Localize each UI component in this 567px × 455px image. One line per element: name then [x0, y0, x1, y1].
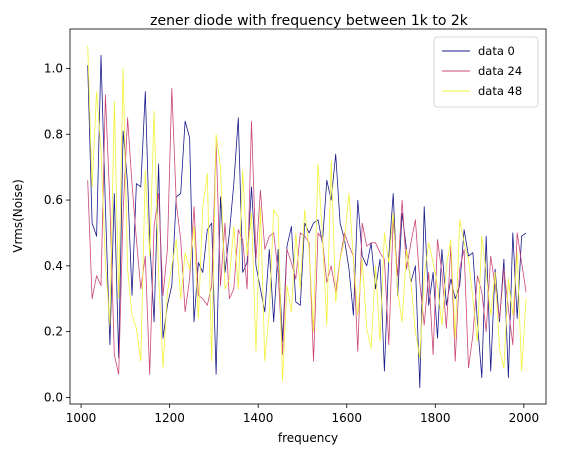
legend-label: data 0 [478, 44, 515, 58]
series-line-2 [87, 45, 527, 382]
x-tick-label: 1400 [243, 411, 274, 425]
legend-box [433, 36, 539, 108]
y-tick-label: 0.2 [44, 325, 63, 339]
y-axis: 0.0 0.2 0.4 0.6 0.8 1.0 [44, 61, 70, 404]
legend: data 0 data 24 data 48 [433, 36, 539, 108]
y-axis-label: Vrms(Noise) [11, 179, 25, 253]
y-tick-label: 0.8 [44, 127, 63, 141]
x-tick-label: 2000 [509, 411, 540, 425]
x-tick-label: 1200 [154, 411, 185, 425]
x-axis-label: frequency [278, 431, 338, 445]
y-tick-label: 0.0 [44, 390, 63, 404]
legend-label: data 48 [478, 84, 522, 98]
y-tick-label: 0.6 [44, 193, 63, 207]
y-tick-label: 0.4 [44, 259, 63, 273]
chart-title: zener diode with frequency between 1k to… [150, 13, 469, 29]
legend-label: data 24 [478, 64, 522, 78]
x-tick-label: 1800 [420, 411, 451, 425]
x-tick-label: 1600 [331, 411, 362, 425]
plot-frame [69, 28, 547, 405]
series-layer [87, 45, 527, 389]
y-tick-label: 1.0 [44, 61, 63, 75]
x-axis: 1000 1200 1400 1600 1800 2000 [66, 404, 539, 425]
series-line-1 [87, 87, 527, 375]
x-tick-label: 1000 [66, 411, 97, 425]
